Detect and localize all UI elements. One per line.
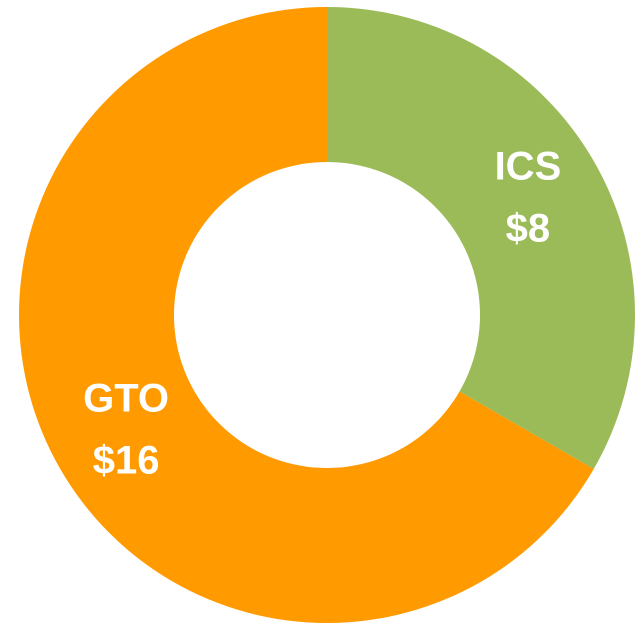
donut-slice — [18, 7, 594, 623]
value-label: $8 — [506, 207, 551, 251]
value-label: $16 — [93, 439, 160, 483]
donut-slice — [327, 7, 635, 469]
slice-label: ICS — [495, 145, 562, 189]
slice-label: GTO — [83, 377, 169, 421]
